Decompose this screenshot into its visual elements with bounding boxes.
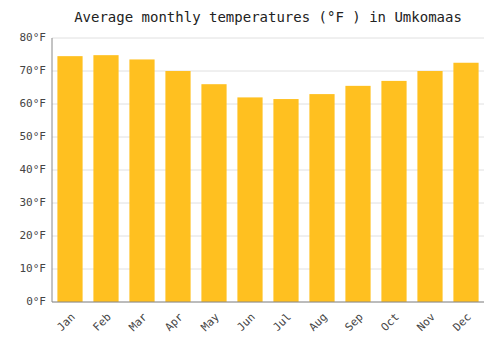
chart-container: Average monthly temperatures (°F ) in Um… xyxy=(0,0,500,350)
y-tick-label: 0°F xyxy=(26,295,46,308)
x-tick-label: Aug xyxy=(307,311,330,334)
x-tick-label: Jun xyxy=(235,311,258,334)
title: Average monthly temperatures (°F ) in Um… xyxy=(74,9,462,25)
y-tick-label: 50°F xyxy=(20,130,47,143)
x-tick-label: Jan xyxy=(55,311,78,334)
x-axis xyxy=(52,302,484,303)
bar xyxy=(381,81,406,302)
bar xyxy=(57,56,82,302)
y-tick-label: 60°F xyxy=(20,97,47,110)
bar xyxy=(453,63,478,302)
y-axis xyxy=(52,38,53,302)
grid-line xyxy=(52,38,484,39)
bar xyxy=(309,94,334,302)
y-tick-label: 30°F xyxy=(20,196,47,209)
bars xyxy=(57,55,478,302)
x-tick-label: Jul xyxy=(271,311,294,334)
bar xyxy=(345,86,370,302)
y-grid xyxy=(52,38,484,302)
y-tick-label: 40°F xyxy=(20,163,47,176)
bar xyxy=(93,55,118,302)
y-tick-label: 70°F xyxy=(20,64,47,77)
x-tick-label: Nov xyxy=(415,310,439,334)
bar xyxy=(237,97,262,302)
bar xyxy=(165,71,190,302)
x-tick-label: Mar xyxy=(127,310,151,334)
y-tick-label: 80°F xyxy=(20,31,47,44)
x-tick-label: May xyxy=(199,310,223,334)
bar xyxy=(273,99,298,302)
y-tick-label: 20°F xyxy=(20,229,47,242)
y-tick-label: 10°F xyxy=(20,262,47,275)
x-tick-label: Oct xyxy=(379,311,402,334)
x-tick-label: Feb xyxy=(91,311,114,334)
bar xyxy=(417,71,442,302)
bar xyxy=(201,84,226,302)
bar xyxy=(129,59,154,302)
chart: Average monthly temperatures (°F ) in Um… xyxy=(0,0,500,350)
grid-line xyxy=(52,302,484,303)
x-tick-label: Sep xyxy=(343,311,366,334)
x-tick-label: Dec xyxy=(451,311,474,334)
x-tick-label: Apr xyxy=(163,310,187,334)
